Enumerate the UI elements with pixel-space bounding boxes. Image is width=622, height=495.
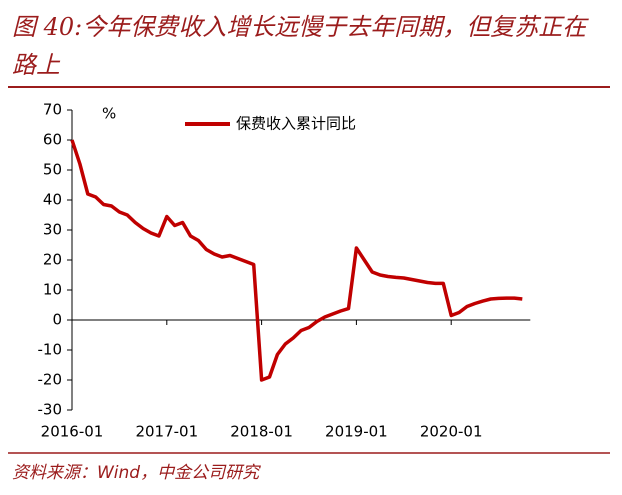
y-tick-label: 50	[43, 161, 62, 179]
source-note: 资料来源：Wind，中金公司研究	[12, 463, 260, 483]
y-tick-label: 40	[43, 191, 62, 209]
y-tick-label: 70	[43, 101, 62, 119]
x-tick-label: 2020-01	[420, 423, 483, 441]
y-tick-label: 60	[43, 131, 62, 149]
y-tick-label: 10	[43, 281, 62, 299]
legend-label: 保费收入累计同比	[236, 115, 356, 133]
y-tick-label: -20	[38, 371, 63, 389]
y-tick-label: 20	[43, 251, 62, 269]
y-unit: %	[102, 105, 116, 123]
x-tick-label: 2018-01	[230, 423, 293, 441]
x-tick-label: 2019-01	[325, 423, 388, 441]
y-tick-label: -10	[38, 341, 63, 359]
data-line	[70, 139, 523, 382]
y-tick-label: 30	[43, 221, 62, 239]
chart-title: 图 40:今年保费收入增长远慢于去年同期，但复苏正在路上	[12, 13, 587, 79]
x-tick-label: 2017-01	[135, 423, 198, 441]
y-tick-label: -30	[38, 401, 63, 419]
x-tick-label: 2016-01	[41, 423, 104, 441]
y-tick-label: 0	[52, 311, 62, 329]
